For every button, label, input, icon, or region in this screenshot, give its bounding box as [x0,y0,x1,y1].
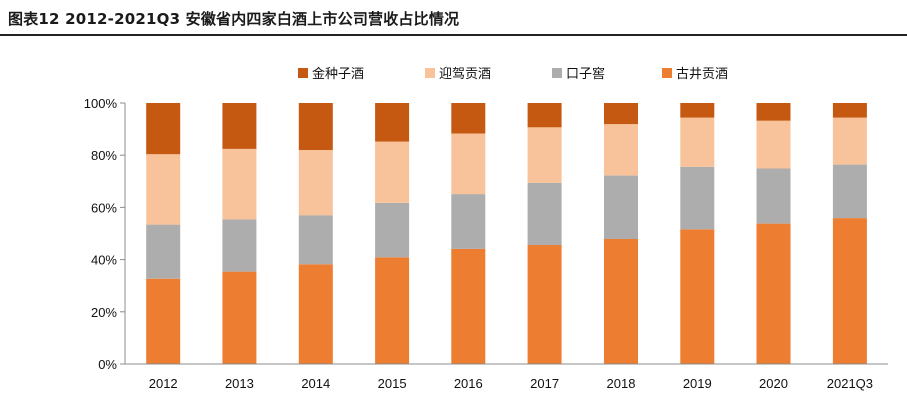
x-tick-label: 2012 [149,376,178,391]
title-divider [0,34,907,36]
bar-segment-2012-s1 [146,224,181,279]
bar-segment-2017-s0 [527,245,562,364]
bar-segment-2021Q3-s3 [832,103,867,118]
bar-segment-2012-s0 [146,278,181,364]
bar-segment-2014-s0 [298,264,333,364]
legend-swatch [298,68,308,78]
legend-label: 古井贡酒 [676,67,728,82]
bar-segment-2019-s1 [680,166,715,230]
bar-segment-2016-s3 [451,103,486,134]
y-tick-label: 80% [91,148,117,163]
y-tick-label: 60% [91,200,117,215]
bar-segment-2014-s3 [298,103,333,150]
x-tick-label: 2016 [454,376,483,391]
chart-legend: 金种子酒 迎驾贡酒 口子窖 古井贡酒 [298,66,728,82]
bar-segment-2021Q3-s2 [832,117,867,165]
y-tick-label: 0% [98,357,117,372]
bar-segment-2020-s3 [756,103,791,121]
bar-segment-2015-s2 [375,141,410,203]
bar-segment-2013-s2 [222,148,257,220]
bar-segment-2018-s0 [604,239,638,364]
bar-segment-2015-s0 [375,257,410,364]
bar-segment-2021Q3-s0 [832,218,867,364]
bar-segment-2020-s2 [756,120,791,169]
bar-segment-2015-s3 [375,103,410,142]
page-title: 图表12 2012-2021Q3 安徽省内四家白酒上市公司营收占比情况 [8,10,460,28]
x-tick-label: 2020 [759,376,788,391]
legend-label: 金种子酒 [312,66,364,82]
bar-segment-2019-s0 [680,229,715,364]
bar-segment-2013-s3 [222,103,257,149]
bar-segment-2016-s2 [451,133,486,195]
bar-segment-2012-s2 [146,154,181,225]
x-tick-label: 2019 [683,376,712,391]
bar-segment-2012-s3 [146,103,181,155]
bar-segment-2014-s1 [298,215,333,265]
x-tick-label: 2018 [607,376,636,391]
x-tick-label: 2017 [530,376,559,391]
legend-label: 口子窖 [566,66,605,82]
x-tick-label: 2013 [225,376,254,391]
y-tick-label: 100% [84,96,118,111]
legend-swatch [552,68,562,78]
axes: 2012 2013 2014 2015 2016 2017 2018 2019 2020 2021… [84,96,888,391]
bar-segment-2020-s1 [756,168,791,224]
bar-segment-2017-s1 [527,182,562,245]
x-tick-label: 2015 [378,376,407,391]
bar-segment-2019-s2 [680,117,715,167]
bar-segment-2018-s3 [604,103,638,125]
bar-segment-2016-s0 [451,248,486,364]
bar-segment-2019-s3 [680,103,715,118]
bar-segment-2018-s2 [604,124,638,176]
bars [146,103,867,364]
legend-swatch [425,68,435,78]
bar-segment-2021Q3-s1 [832,164,867,219]
bar-segment-2017-s2 [527,127,562,183]
bar-segment-2020-s0 [756,223,791,364]
bar-segment-2017-s3 [527,103,562,128]
bar-segment-2018-s1 [604,175,638,239]
legend-swatch [662,68,672,78]
legend-label: 迎驾贡酒 [439,67,491,82]
bar-segment-2013-s1 [222,219,257,272]
bar-segment-2014-s2 [298,150,333,216]
bar-segment-2013-s0 [222,271,257,364]
x-tick-label: 2021Q3 [827,376,873,391]
y-tick-label: 20% [91,305,117,320]
bar-segment-2016-s1 [451,194,486,249]
x-tick-label: 2014 [301,376,330,391]
y-tick-label: 40% [91,253,117,268]
bar-segment-2015-s1 [375,203,410,258]
